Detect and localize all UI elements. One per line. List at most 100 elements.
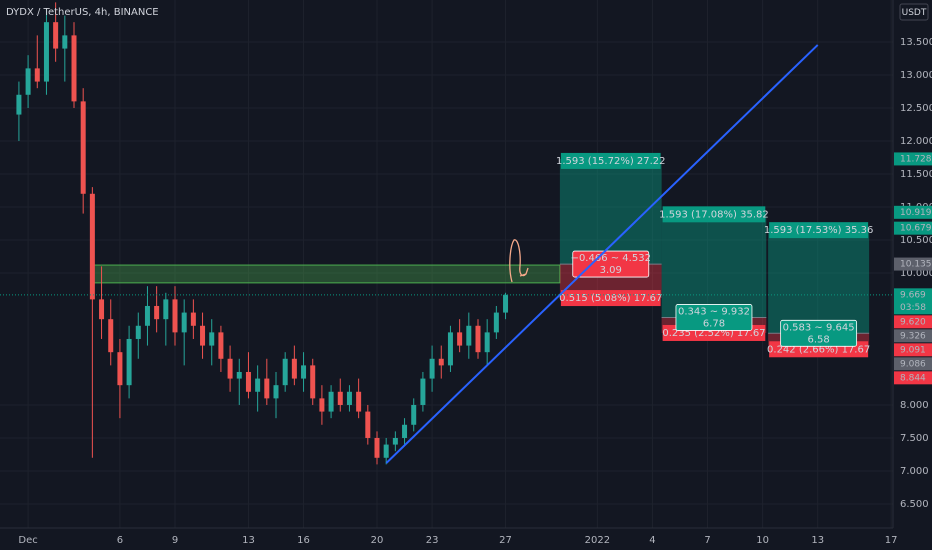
y-tick-label: 10.000 (900, 268, 932, 279)
candle-body (172, 299, 178, 333)
candle-body (126, 338, 132, 386)
candle-body (337, 391, 343, 405)
price-label: 10.679 (900, 224, 932, 234)
y-tick-label: 7.000 (900, 466, 929, 477)
price-label: 8.844 (900, 373, 926, 383)
price-label-box (894, 315, 932, 329)
currency: USDT (902, 8, 927, 18)
candle-body (365, 411, 371, 438)
candle-body (99, 299, 105, 320)
candle-body (62, 35, 68, 49)
candle-body (420, 378, 426, 405)
entry-label: 3.09 (600, 265, 622, 276)
price-label-box (894, 329, 932, 343)
y-tick-label: 10.500 (900, 235, 932, 246)
price-label-box (894, 343, 932, 357)
candle-body (392, 437, 398, 445)
candle-body (282, 358, 288, 386)
candle-body (227, 358, 233, 379)
y-tick-label: 11.500 (900, 169, 932, 180)
profit-zone (661, 212, 767, 318)
y-tick-label: 13.500 (900, 37, 932, 48)
stop-label: 0.515 (5.08%) 17.67 (559, 293, 662, 304)
entry-label-box (675, 304, 753, 331)
plot: 1.593 (15.72%) 27.22 0.515 (5.08%) 17.67 −… (0, 2, 893, 465)
y-tick-label: 13.000 (900, 70, 932, 81)
candle-body (255, 378, 261, 392)
y-tick-label: 12.500 (900, 103, 932, 114)
candle-body (411, 404, 417, 425)
currency-box[interactable] (899, 3, 929, 21)
y-tick-label: 8.000 (900, 400, 929, 411)
target-label-box (560, 152, 661, 169)
candle-body (209, 332, 215, 346)
entry-label: −0.466 ~ 4.532 (571, 253, 651, 264)
candle-body (163, 299, 169, 320)
x-tick-label: 16 (297, 535, 310, 546)
candle-body (493, 312, 499, 333)
candle-body (503, 294, 509, 313)
x-tick-label: 20 (371, 535, 384, 546)
target-label-box (769, 222, 869, 239)
candle-body (108, 319, 114, 353)
x-tick-label: 17 (885, 535, 898, 546)
trendline (385, 44, 819, 464)
candle-body (53, 22, 59, 49)
candle-body (356, 391, 362, 412)
stop-label: 0.242 (2.66%) 17.67 (767, 344, 870, 355)
candle-body (484, 332, 490, 353)
entry-label-box (780, 319, 858, 347)
candle-body (71, 35, 77, 102)
candle-body (301, 365, 307, 379)
stop-label: 0.235 (2.52%) 17.67 (662, 328, 765, 339)
candle-body (117, 352, 123, 386)
x-tick-label: 10 (756, 535, 769, 546)
candle-body (447, 332, 453, 366)
candle-body (310, 365, 316, 399)
countdown: 03:58 (900, 303, 926, 313)
candle-body (291, 358, 297, 379)
candle-body (245, 371, 251, 392)
candle-body (457, 332, 463, 346)
entry-label: 6.78 (703, 318, 725, 329)
x-tick-label: 13 (242, 535, 255, 546)
price-label-box (894, 205, 932, 219)
x-tick-label: Dec (18, 535, 37, 546)
chart-title: DYDX / TetherUS, 4h, BINANCE (6, 7, 159, 18)
entry-label: 0.583 ~ 9.645 (783, 322, 855, 333)
candle-body (144, 305, 150, 326)
candle-body (475, 325, 481, 353)
candle-body (89, 193, 95, 300)
candle-body (25, 68, 31, 95)
price-label: 10.919 (900, 208, 932, 218)
candle-body (43, 22, 49, 82)
x-tick-label: 4 (649, 535, 655, 546)
x-tick-label: 9 (172, 535, 178, 546)
price-label: 9.086 (900, 359, 926, 369)
target-label: 1.593 (15.72%) 27.22 (556, 156, 666, 167)
x-tick-label: 7 (704, 535, 710, 546)
price-label-box (894, 357, 932, 371)
candle-body (16, 94, 22, 115)
price-label-box (894, 371, 932, 385)
candle-body (438, 358, 444, 366)
price-label-box (894, 257, 932, 271)
target-label-box (662, 206, 766, 223)
price-label: 10.135 (900, 260, 932, 270)
target-label: 1.593 (17.08%) 35.82 (659, 209, 769, 220)
candle-body (236, 371, 242, 379)
y-tick-label: 7.500 (900, 433, 929, 444)
candle-body (135, 325, 141, 339)
x-tick-label: 23 (426, 535, 439, 546)
profit-zone (768, 228, 870, 334)
price-label: 9.669 (900, 290, 926, 300)
candle-body (402, 424, 408, 438)
drawn-arrow (509, 239, 529, 283)
candle-body (374, 437, 380, 458)
price-label-box (894, 221, 932, 235)
x-tick-label: 2022 (585, 535, 610, 546)
stop-label-box (560, 290, 661, 307)
candle-body (273, 385, 279, 399)
